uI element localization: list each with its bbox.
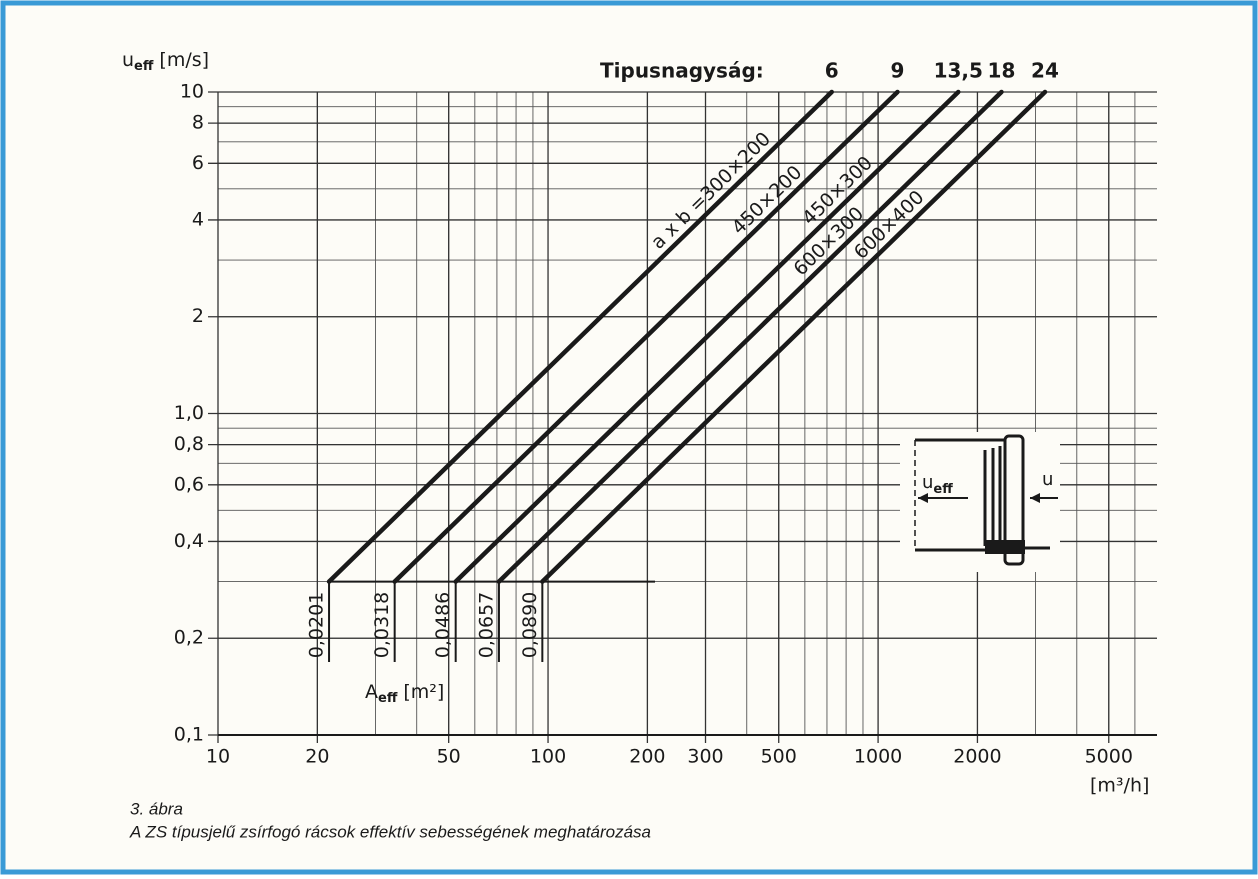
y-tick-label: 0,8 — [174, 433, 204, 455]
area-label: Aeff [m²] — [365, 681, 444, 706]
caption-text: A ZS típusjelű zsírfogó rácsok effektív … — [129, 822, 651, 841]
x-tick-label: 1000 — [854, 746, 902, 768]
y-tick-label: 4 — [192, 208, 204, 230]
size-heading: Tipusnagyság: — [600, 59, 764, 83]
area-value: 0,0890 — [519, 592, 541, 658]
x-axis-label: [m³/h] — [1090, 775, 1149, 797]
inset-base — [985, 540, 1025, 554]
size-value: 9 — [891, 59, 905, 83]
size-value: 18 — [988, 59, 1016, 83]
y-tick-label: 0,4 — [174, 530, 204, 552]
x-tick-label: 300 — [687, 746, 723, 768]
x-tick-label: 200 — [629, 746, 665, 768]
x-tick-label: 20 — [305, 746, 329, 768]
y-tick-label: 0,6 — [174, 473, 204, 495]
y-tick-label: 6 — [192, 152, 204, 174]
y-label-sub: eff — [134, 59, 154, 74]
y-label-unit: [m/s] — [159, 49, 209, 71]
y-tick-label: 10 — [180, 81, 204, 103]
size-value: 24 — [1031, 59, 1059, 83]
y-tick-label: 1,0 — [174, 402, 204, 424]
size-value: 13,5 — [934, 59, 983, 83]
area-value: 0,0201 — [306, 592, 328, 658]
area-unit: [m²] — [403, 681, 444, 703]
y-tick-label: 2 — [192, 305, 204, 327]
area-sub: eff — [378, 691, 398, 706]
x-tick-label: 10 — [206, 746, 230, 768]
x-tick-label: 50 — [437, 746, 461, 768]
x-tick-label: 500 — [761, 746, 797, 768]
x-tick-label: 5000 — [1085, 746, 1133, 768]
area-value: 0,0657 — [475, 592, 497, 658]
chart: 0,10,20,40,60,81,02468101020501002003005… — [0, 0, 1258, 875]
inset-right-label: u — [1042, 469, 1053, 490]
area-value: 0,0318 — [371, 592, 393, 658]
y-tick-label: 8 — [192, 112, 204, 134]
x-tick-label: 2000 — [953, 746, 1001, 768]
caption-number: 3. ábra — [130, 799, 183, 818]
y-tick-label: 0,2 — [174, 627, 204, 649]
area-value: 0,0486 — [432, 592, 454, 658]
inset-left-symbol: u — [922, 472, 933, 493]
y-tick-label: 0,1 — [174, 724, 204, 746]
inset-left-sub: eff — [933, 482, 953, 497]
inset: ueff u — [900, 432, 1060, 572]
y-label-symbol: u — [122, 49, 134, 71]
x-tick-label: 100 — [530, 746, 566, 768]
size-value: 6 — [825, 59, 839, 83]
area-symbol: A — [365, 681, 378, 703]
